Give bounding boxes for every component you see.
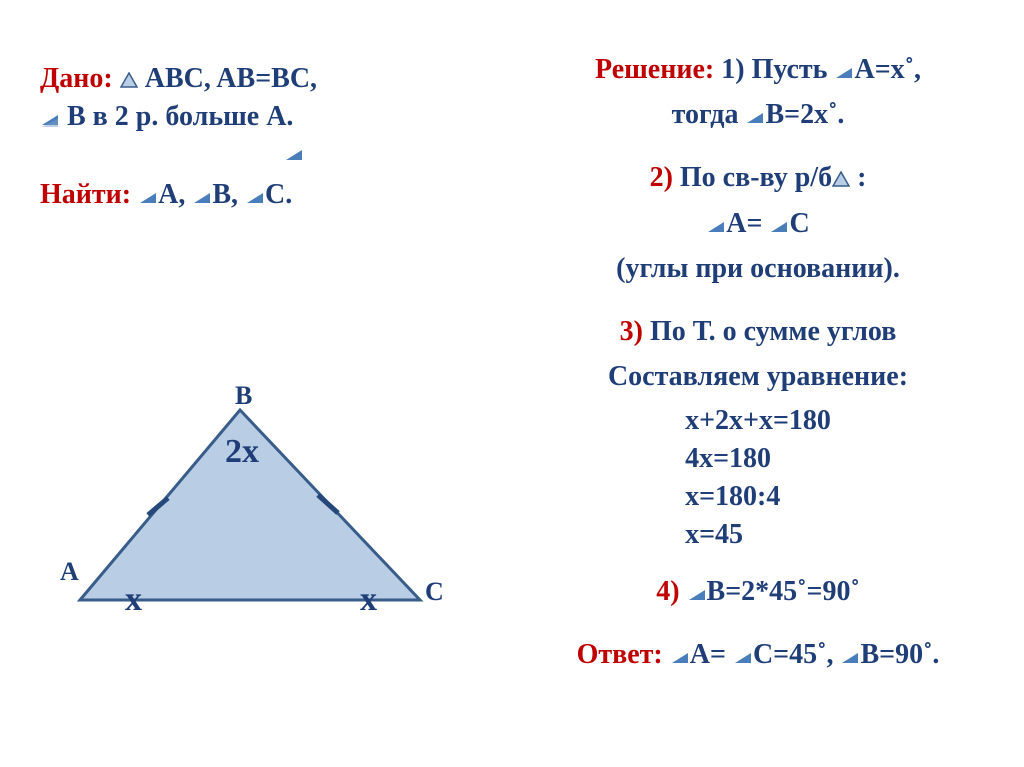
solution-step-3b: Составляем уравнение: xyxy=(522,357,994,396)
triangle-figure: A B C x 2x x xyxy=(40,380,470,640)
angle-b-value: 2x xyxy=(225,433,259,470)
eq-2: 4x=180 xyxy=(685,440,831,478)
vertex-c-label: C xyxy=(425,577,444,606)
angle-icon-overlay xyxy=(284,142,304,167)
angle-icon xyxy=(769,206,789,226)
find-label: Найти: xyxy=(40,179,131,210)
angle-icon xyxy=(733,637,753,657)
angle-icon xyxy=(687,574,707,594)
angle-icon xyxy=(138,178,158,198)
given-text-2: B в 2 р. больше A. xyxy=(60,101,293,132)
angle-icon xyxy=(245,178,265,198)
given-text-1: ABC, AB=BC, xyxy=(138,63,317,94)
solution-step-2a: 2) По св-ву р/б : xyxy=(522,158,994,197)
find-line: Найти: A, B, C. xyxy=(40,176,492,214)
given-line-2: B в 2 р. больше A. xyxy=(40,98,492,136)
angle-c-value: x xyxy=(360,581,377,618)
vertex-b-label: B xyxy=(235,381,252,410)
left-column: Дано: ABC, AB=BC, B в 2 р. больше A. Най… xyxy=(0,0,512,767)
given-label: Дано: xyxy=(40,63,113,94)
angle-icon xyxy=(706,206,726,226)
triangle-icon xyxy=(120,61,138,77)
angle-icon xyxy=(670,637,690,657)
angle-icon xyxy=(192,178,212,198)
answer-line: Ответ: A= C=45˚, B=90˚. xyxy=(522,635,994,674)
angle-icon xyxy=(834,52,854,72)
solution-step-4: 4) B=2*45˚=90˚ xyxy=(522,572,994,611)
solution-label: Решение: xyxy=(595,54,714,85)
angle-icon xyxy=(40,100,60,120)
equation-block: x+2x+x=180 4x=180 x=180:4 x=45 xyxy=(685,402,831,553)
triangle-icon xyxy=(832,159,850,175)
solution-step-3a: 3) По Т. о сумме углов xyxy=(522,312,994,351)
angle-icon xyxy=(840,637,860,657)
eq-3: x=180:4 xyxy=(685,478,831,516)
slide-container: Дано: ABC, AB=BC, B в 2 р. больше A. Най… xyxy=(0,0,1024,767)
solution-step-2b: A= C xyxy=(522,204,994,243)
eq-1: x+2x+x=180 xyxy=(685,402,831,440)
vertex-a-label: A xyxy=(60,557,79,586)
angle-a-value: x xyxy=(125,581,142,618)
right-column: Решение: 1) Пусть A=x˚, тогда B=2x˚. 2) … xyxy=(512,0,1024,767)
eq-4: x=45 xyxy=(685,516,831,554)
given-line-1: Дано: ABC, AB=BC, xyxy=(40,60,492,98)
angle-icon xyxy=(745,97,765,117)
solution-step-1b: тогда B=2x˚. xyxy=(522,95,994,134)
solution-step-1a: Решение: 1) Пусть A=x˚, xyxy=(522,50,994,89)
answer-label: Ответ: xyxy=(577,639,663,670)
solution-step-2c: (углы при основании). xyxy=(522,249,994,288)
